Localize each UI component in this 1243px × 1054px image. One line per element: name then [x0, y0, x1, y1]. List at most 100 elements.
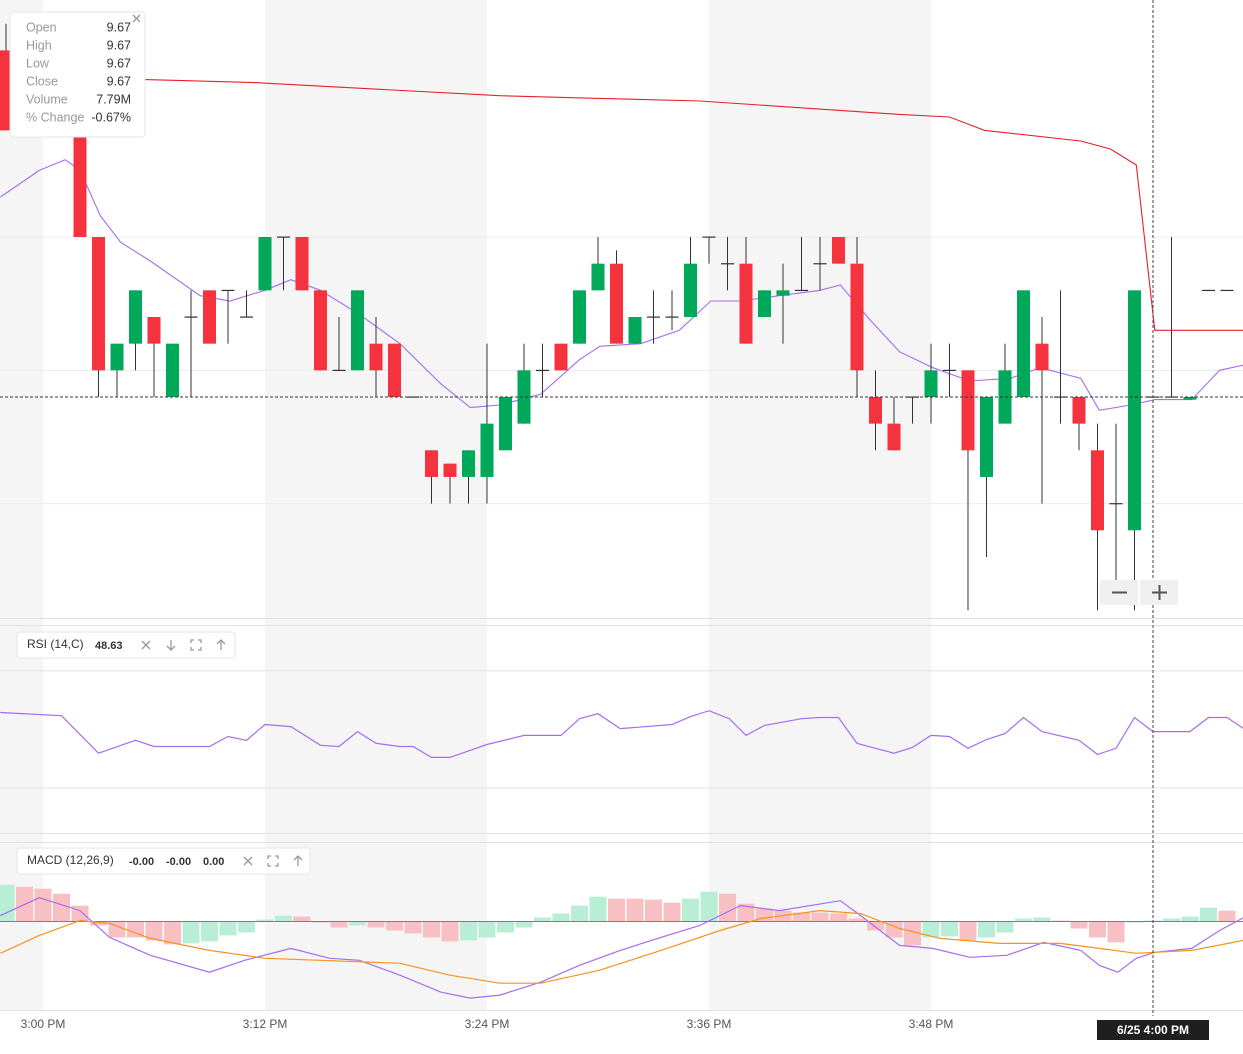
histogram-bar [866, 921, 884, 931]
histogram-bar [1181, 916, 1199, 922]
macd-header [16, 847, 311, 875]
histogram-bar [385, 921, 403, 931]
rsi-header [16, 631, 236, 659]
x-tick-label: 3:36 PM [687, 1017, 732, 1031]
tooltip-label: Open [26, 20, 57, 34]
histogram-bar [1070, 921, 1088, 929]
candle-body [961, 370, 975, 451]
histogram-bar [496, 921, 514, 933]
histogram-bar [996, 921, 1014, 933]
tooltip-value: -0.67% [91, 110, 131, 124]
candle-body [1090, 450, 1104, 531]
candle-body [498, 396, 512, 451]
x-tick-label: 3:24 PM [465, 1017, 510, 1031]
tooltip-label: Close [26, 74, 58, 88]
candle-body [628, 316, 642, 344]
candle-body [757, 290, 771, 317]
candle-body [147, 316, 161, 344]
histogram-bar [922, 921, 940, 938]
histogram-bar [200, 921, 218, 942]
histogram-bar [126, 921, 144, 938]
histogram-bar [663, 902, 681, 922]
candle-body [998, 370, 1012, 424]
moving-average [0, 159, 1243, 411]
candle-body [480, 423, 494, 477]
histogram-bar [792, 912, 810, 922]
histogram-value: 0.00 [203, 856, 224, 868]
macd-title: MACD (12,26,9) [27, 853, 114, 867]
tooltip-value: 7.79M [96, 92, 131, 106]
histogram-bar [367, 921, 385, 928]
candle-body [258, 237, 272, 291]
histogram-bar [737, 903, 755, 922]
candle-body [128, 290, 142, 344]
remove-icon[interactable] [141, 640, 151, 650]
candle-body [1201, 289, 1215, 292]
candle-body [239, 316, 253, 318]
candle-body [313, 290, 327, 371]
candle-body [424, 450, 438, 477]
histogram-bar [237, 921, 255, 933]
candle-body [1127, 290, 1141, 531]
candle-body [202, 290, 216, 344]
histogram-bar [1162, 918, 1180, 922]
x-tick-label: 3:00 PM [21, 1017, 66, 1031]
candle-body [831, 237, 845, 264]
histogram-bar [533, 917, 551, 922]
histogram-bar [293, 916, 311, 922]
close-icon[interactable] [132, 14, 141, 23]
signal-value: -0.00 [166, 856, 191, 868]
candle-body [665, 316, 679, 318]
rsi-line [0, 710, 1243, 758]
candle-body [461, 450, 475, 477]
candle-body [942, 369, 956, 372]
histogram-bar [0, 884, 15, 922]
macd-value: -0.00 [129, 856, 154, 868]
histogram-bar [274, 915, 292, 922]
remove-icon[interactable] [243, 856, 253, 866]
histogram-bar [330, 921, 348, 928]
histogram-bar [885, 921, 903, 938]
move-up-icon[interactable] [293, 855, 303, 866]
histogram-bar [1088, 921, 1106, 938]
x-tick-label: 3:12 PM [243, 1017, 288, 1031]
expand-icon[interactable] [190, 639, 202, 651]
macd-line [0, 909, 1243, 984]
tooltip-label: % Change [26, 110, 84, 124]
histogram-bar [607, 898, 625, 922]
move-down-icon[interactable] [166, 640, 176, 651]
plus-icon[interactable] [1152, 585, 1167, 600]
histogram-bar [940, 921, 958, 937]
candle-body [813, 263, 827, 265]
zoom-in-button[interactable] [1140, 580, 1178, 605]
candle-body [1016, 290, 1030, 397]
candle-body [91, 237, 105, 371]
x-tick-label: 3:48 PM [909, 1017, 954, 1031]
candle-body [1072, 396, 1086, 424]
histogram-bar [145, 921, 163, 941]
zoom-out-button[interactable] [1100, 580, 1138, 605]
tooltip-value: 9.67 [107, 74, 131, 88]
crosshair-label: 6/25 4:00 PM [1117, 1023, 1189, 1037]
candle-body [184, 316, 198, 318]
candle-body [720, 263, 734, 265]
candle-body [369, 343, 383, 371]
histogram-bar [552, 913, 570, 922]
candle-body [110, 343, 124, 371]
candle-body [350, 290, 364, 371]
histogram-bar [681, 898, 699, 922]
move-up-icon[interactable] [216, 639, 226, 650]
histogram-bar [422, 921, 440, 938]
candle-body [794, 289, 808, 292]
histogram-bar [1107, 921, 1125, 943]
crosshair-label-box [1096, 1020, 1209, 1040]
histogram-bar [811, 912, 829, 922]
histogram-bar [1014, 918, 1032, 922]
histogram-bar [1218, 910, 1236, 922]
histogram-bar [219, 921, 237, 936]
expand-icon[interactable] [267, 855, 279, 867]
tooltip-label: Volume [26, 92, 68, 106]
candle-body [702, 236, 716, 238]
